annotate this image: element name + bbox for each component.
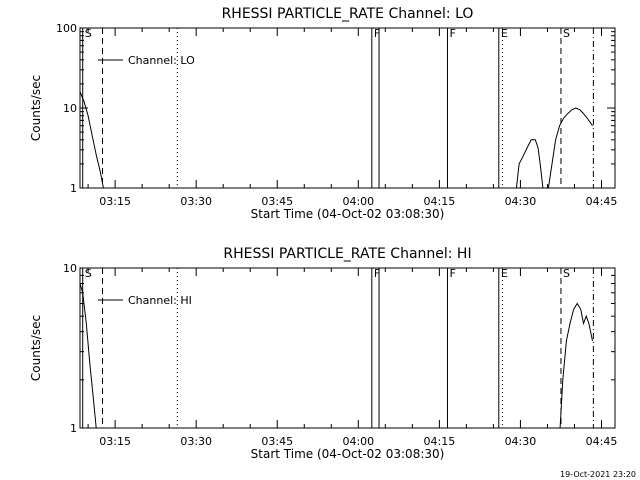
marker-label: F — [374, 27, 380, 40]
legend-label: Channel: LO — [128, 54, 195, 67]
x-tick-label: 04:15 — [424, 195, 456, 208]
x-tick-label: 04:00 — [342, 195, 374, 208]
x-axis-label: Start Time (04-Oct-02 03:08:30) — [251, 447, 445, 461]
x-tick-label: 03:45 — [261, 435, 293, 448]
marker-label: F — [449, 27, 455, 40]
chart-title: RHESSI PARTICLE_RATE Channel: HI — [223, 246, 471, 262]
x-axis-label: Start Time (04-Oct-02 03:08:30) — [251, 207, 445, 221]
marker-label: S — [85, 27, 92, 40]
y-axis-label: Counts/sec — [29, 75, 43, 141]
marker-label: E — [501, 27, 508, 40]
chart-panel: RHESSI PARTICLE_RATE Channel: LO S F F E S 1 10… — [29, 6, 617, 221]
x-tick-label: 04:00 — [342, 435, 374, 448]
data-series-line — [515, 139, 544, 188]
legend-label: Channel: HI — [128, 294, 192, 307]
chart-title: RHESSI PARTICLE_RATE Channel: LO — [222, 6, 474, 22]
marker-label: S — [563, 27, 570, 40]
y-tick-label: 10 — [63, 102, 77, 115]
marker-label: S — [563, 267, 570, 280]
chart-panels: RHESSI PARTICLE_RATE Channel: LOS F F E S110… — [29, 6, 617, 461]
x-tick-label: 03:45 — [261, 195, 293, 208]
data-series-line — [80, 283, 97, 428]
chart-panel: RHESSI PARTICLE_RATE Channel: HI S F F E S 1 10… — [29, 246, 617, 461]
x-tick-label: 03:15 — [99, 195, 131, 208]
marker-label: F — [449, 267, 455, 280]
x-tick-label: 03:30 — [180, 435, 212, 448]
marker-label: F — [374, 267, 380, 280]
x-tick-label: 03:15 — [99, 435, 131, 448]
y-tick-label: 1 — [70, 182, 77, 195]
data-series-line — [559, 302, 593, 428]
marker-label: S — [85, 267, 92, 280]
plot-frame — [79, 267, 616, 429]
y-tick-label: 100 — [56, 22, 77, 35]
y-tick-label: 1 — [70, 422, 77, 435]
data-series-line — [80, 91, 104, 188]
x-tick-label: 04:30 — [505, 195, 537, 208]
x-tick-label: 03:30 — [180, 195, 212, 208]
data-series-line — [547, 107, 593, 188]
marker-label: E — [501, 267, 508, 280]
y-axis-label: Counts/sec — [29, 315, 43, 381]
footer-timestamp: 19-Oct-2021 23:20 — [560, 470, 636, 479]
x-tick-label: 04:30 — [505, 435, 537, 448]
y-tick-label: 10 — [63, 262, 77, 275]
x-tick-label: 04:45 — [586, 195, 618, 208]
x-tick-label: 04:45 — [586, 435, 618, 448]
x-tick-label: 04:15 — [424, 435, 456, 448]
